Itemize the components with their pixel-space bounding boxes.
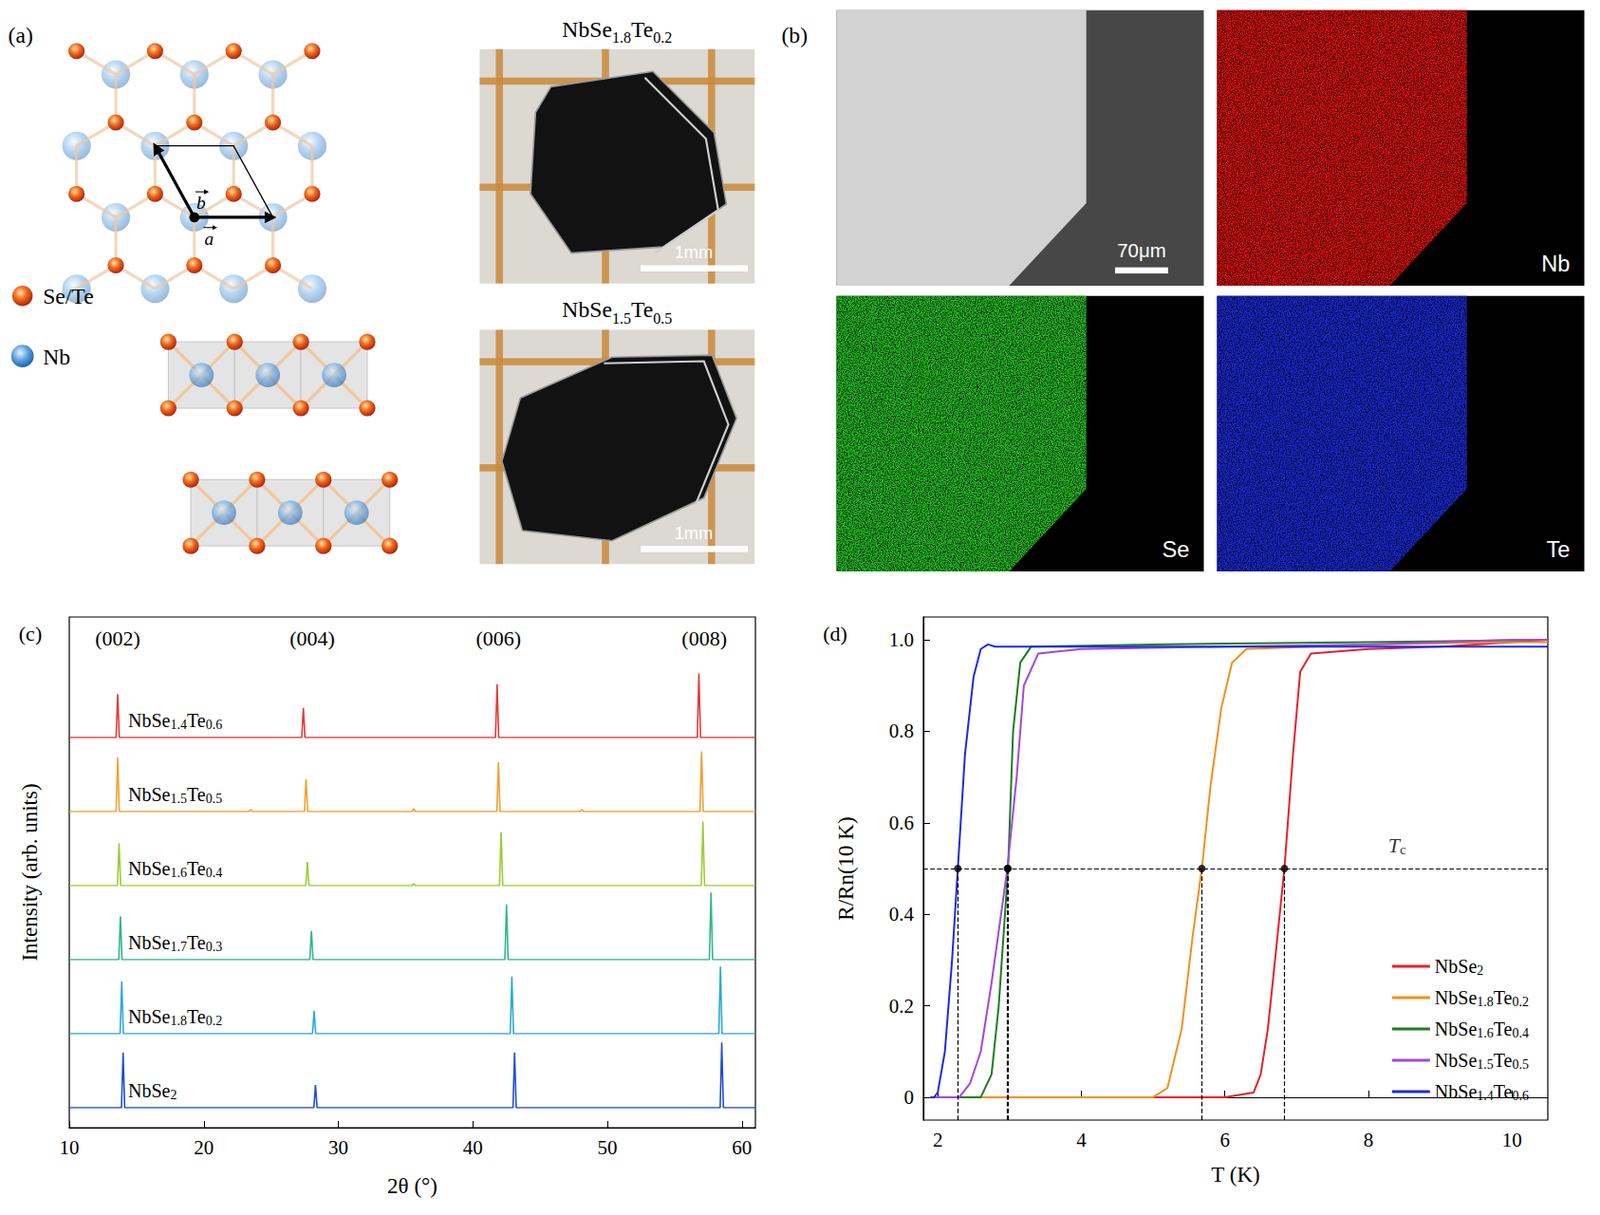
svg-text:T: T xyxy=(1388,833,1400,858)
svg-text:0.5: 0.5 xyxy=(1512,1057,1530,1072)
svg-text:NbSe: NbSe xyxy=(128,709,171,731)
svg-text:T (K): T (K) xyxy=(1210,1162,1260,1187)
svg-text:1.8: 1.8 xyxy=(169,1013,187,1028)
svg-text:(002): (002) xyxy=(94,626,141,651)
svg-text:NbSe: NbSe xyxy=(1434,986,1478,1008)
svg-text:30: 30 xyxy=(328,1135,349,1159)
svg-text:1mm: 1mm xyxy=(674,241,714,262)
svg-text:2: 2 xyxy=(169,1087,177,1102)
svg-text:(008): (008) xyxy=(681,626,727,651)
svg-text:NbSe: NbSe xyxy=(128,1079,171,1101)
svg-text:c: c xyxy=(1399,841,1407,857)
svg-text:1.8: 1.8 xyxy=(1476,994,1494,1009)
svg-text:NbSe: NbSe xyxy=(1434,1080,1478,1102)
svg-text:0.6: 0.6 xyxy=(205,717,224,732)
svg-text:Te: Te xyxy=(186,1005,206,1027)
svg-text:0.5: 0.5 xyxy=(205,791,224,806)
svg-text:Te: Te xyxy=(186,783,206,805)
svg-text:0.2: 0.2 xyxy=(889,994,914,1018)
svg-text:(006): (006) xyxy=(475,626,521,651)
svg-text:1.0: 1.0 xyxy=(889,628,914,652)
svg-text:60: 60 xyxy=(731,1135,752,1159)
svg-text:Se: Se xyxy=(1162,537,1191,562)
svg-text:Te: Te xyxy=(1493,1080,1513,1102)
svg-text:(c): (c) xyxy=(18,621,42,646)
svg-text:NbSe: NbSe xyxy=(1434,1018,1478,1040)
svg-text:0: 0 xyxy=(904,1085,915,1109)
svg-text:Te: Te xyxy=(186,857,206,879)
svg-text:1.6: 1.6 xyxy=(1476,1025,1494,1041)
svg-text:Te: Te xyxy=(186,931,206,953)
svg-text:2θ (°): 2θ (°) xyxy=(387,1173,438,1198)
svg-text:NbSe: NbSe xyxy=(1434,955,1478,977)
svg-text:10: 10 xyxy=(59,1135,80,1159)
svg-text:Te: Te xyxy=(1493,1049,1513,1071)
svg-text:4: 4 xyxy=(1076,1128,1087,1152)
svg-text:0.3: 0.3 xyxy=(205,939,224,954)
svg-text:Te: Te xyxy=(1545,537,1570,562)
svg-text:0.8: 0.8 xyxy=(889,719,914,743)
svg-text:50: 50 xyxy=(597,1135,618,1159)
svg-text:1.4: 1.4 xyxy=(169,717,187,732)
svg-text:NbSe: NbSe xyxy=(1434,1049,1478,1071)
svg-text:1.5: 1.5 xyxy=(1476,1057,1494,1072)
svg-text:6: 6 xyxy=(1219,1128,1230,1152)
svg-text:2: 2 xyxy=(932,1128,944,1152)
svg-text:Te: Te xyxy=(186,709,206,731)
svg-text:0.6: 0.6 xyxy=(1512,1088,1530,1103)
svg-text:0.6: 0.6 xyxy=(889,811,914,835)
svg-text:0.4: 0.4 xyxy=(205,865,224,880)
svg-text:Nb: Nb xyxy=(1541,251,1570,277)
svg-text:20: 20 xyxy=(193,1135,214,1159)
svg-text:1.6: 1.6 xyxy=(169,865,187,880)
svg-text:NbSe: NbSe xyxy=(128,857,171,879)
svg-text:NbSe: NbSe xyxy=(128,1005,171,1027)
svg-text:1.5: 1.5 xyxy=(169,791,187,806)
svg-text:0.2: 0.2 xyxy=(1512,994,1530,1009)
svg-text:0.4: 0.4 xyxy=(889,902,915,926)
svg-text:(004): (004) xyxy=(289,626,335,651)
svg-text:b: b xyxy=(196,192,206,213)
svg-text:0.2: 0.2 xyxy=(205,1013,224,1028)
svg-text:70μm: 70μm xyxy=(1116,240,1166,261)
svg-text:1.4: 1.4 xyxy=(1476,1088,1494,1103)
svg-text:Te: Te xyxy=(1493,986,1513,1008)
svg-text:2: 2 xyxy=(1476,963,1484,978)
svg-text:1.7: 1.7 xyxy=(169,939,187,954)
svg-text:NbSe1.8Te0.2: NbSe1.8Te0.2 xyxy=(561,17,672,47)
svg-text:NbSe: NbSe xyxy=(128,783,171,805)
svg-text:(d): (d) xyxy=(822,621,848,646)
svg-text:40: 40 xyxy=(463,1135,484,1159)
svg-text:1mm: 1mm xyxy=(674,522,714,543)
svg-text:Intensity (arb. units): Intensity (arb. units) xyxy=(18,782,42,961)
svg-text:(a): (a) xyxy=(8,22,34,48)
svg-text:Nb: Nb xyxy=(42,344,71,370)
svg-text:Se/Te: Se/Te xyxy=(42,283,94,309)
svg-text:Te: Te xyxy=(1493,1018,1513,1040)
svg-text:NbSe1.5Te0.5: NbSe1.5Te0.5 xyxy=(561,297,672,327)
svg-text:8: 8 xyxy=(1363,1128,1375,1152)
svg-text:10: 10 xyxy=(1502,1128,1523,1152)
svg-text:NbSe: NbSe xyxy=(128,931,171,953)
svg-text:0.4: 0.4 xyxy=(1512,1025,1530,1041)
svg-text:(b): (b) xyxy=(781,22,808,48)
svg-text:R/Rn(10 K): R/Rn(10 K) xyxy=(834,816,858,920)
svg-text:a: a xyxy=(204,228,215,249)
